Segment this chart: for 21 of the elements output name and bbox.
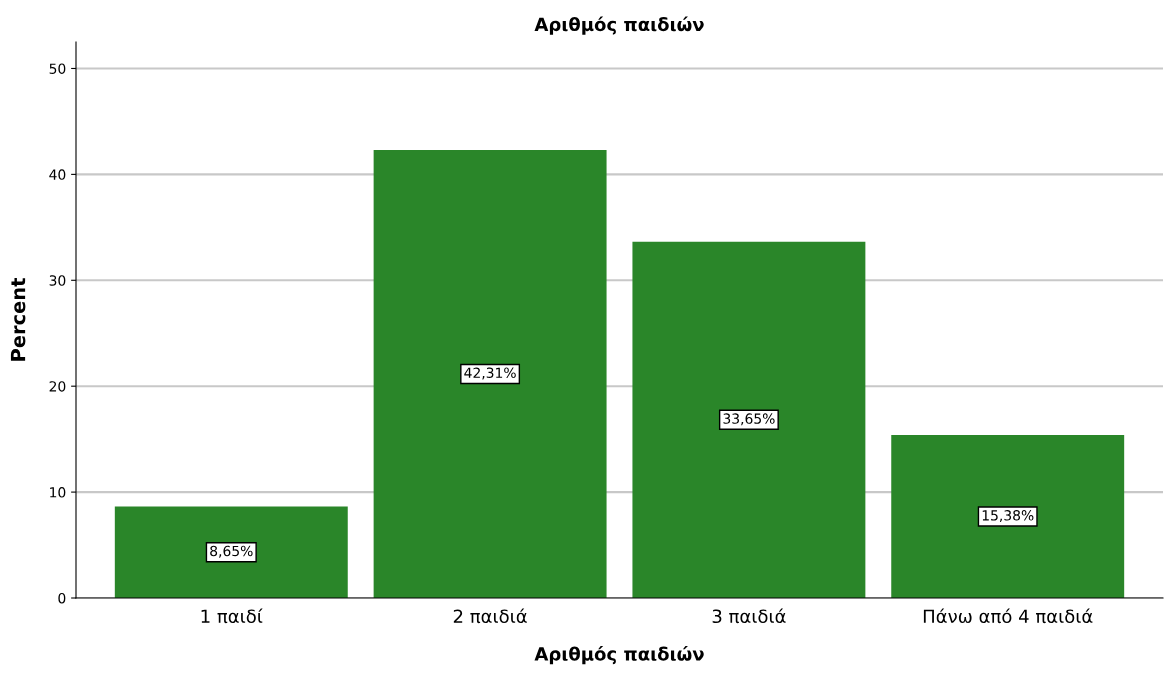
y-tick-label: 40	[49, 169, 66, 180]
data-label: 8,65%	[210, 545, 253, 558]
chart-title: Αριθμός παιδιών	[534, 16, 704, 35]
x-tick-label: 1 παιδί	[201, 608, 263, 624]
data-label: 15,38%	[982, 510, 1034, 523]
bar	[373, 149, 607, 598]
x-tick-label: 3 παιδιά	[712, 608, 786, 624]
data-label: 42,31%	[464, 367, 516, 380]
x-axis-title: Αριθμός παιδιών	[534, 646, 704, 665]
y-tick-label: 20	[49, 381, 66, 392]
bar	[632, 241, 866, 598]
y-tick-label: 50	[49, 63, 66, 74]
bar	[891, 435, 1125, 598]
y-axis-title: Percent	[10, 278, 26, 361]
y-tick-label: 0	[58, 592, 66, 604]
y-tick-label: 30	[49, 275, 66, 286]
x-tick-label: Πάνω από 4 παιδιά	[923, 608, 1093, 624]
x-tick-label: 2 παιδιά	[453, 608, 527, 624]
data-label: 33,65%	[723, 413, 775, 426]
y-tick-label: 10	[50, 487, 66, 498]
bar	[114, 506, 348, 598]
